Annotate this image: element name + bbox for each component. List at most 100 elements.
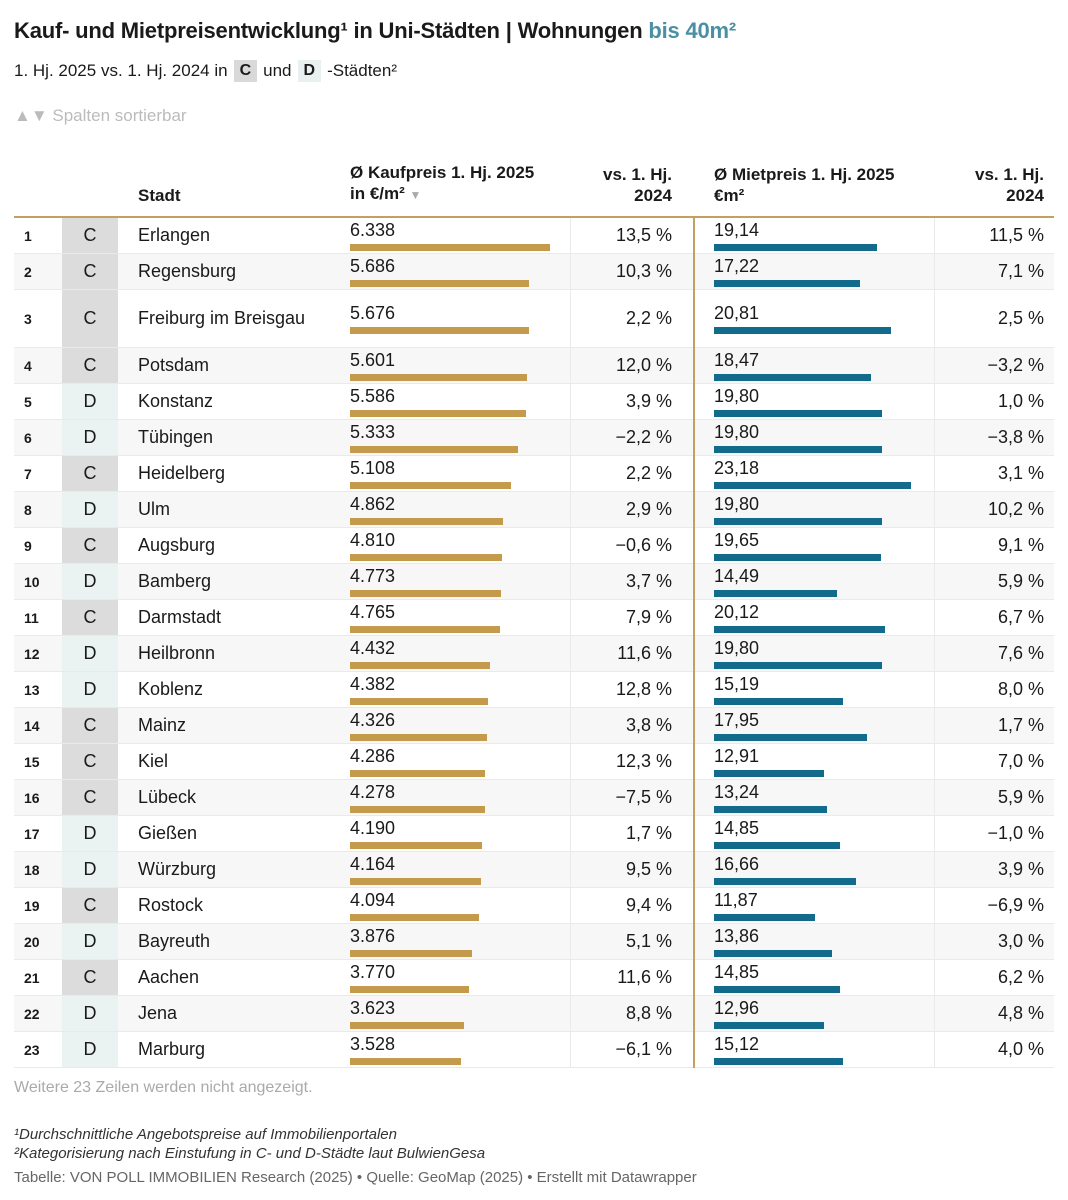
miet-change-cell: 3,1 % bbox=[934, 456, 1044, 491]
miet-change-cell: 3,9 % bbox=[934, 852, 1044, 887]
footnote-2: ²Kategorisierung nach Einstufung in C- u… bbox=[14, 1145, 486, 1162]
kaufpreis-cell: 3.528 bbox=[350, 1032, 570, 1067]
mietpreis-value: 19,14 bbox=[714, 220, 760, 240]
mietpreis-bar bbox=[714, 410, 883, 417]
miet-change-cell: 1,0 % bbox=[934, 384, 1044, 419]
city-cell: Marburg bbox=[138, 1039, 206, 1059]
miet-change-cell: 10,2 % bbox=[934, 492, 1044, 527]
city-cell: Aachen bbox=[138, 967, 200, 987]
category-cell: D bbox=[62, 1032, 118, 1067]
chart-title: Kauf- und Mietpreisentwicklung¹ in Uni-S… bbox=[14, 18, 736, 44]
city-cell: Kiel bbox=[138, 751, 169, 771]
mietpreis-cell: 17,95 bbox=[714, 708, 934, 743]
kauf-change-cell: 3,9 % bbox=[570, 384, 672, 419]
column-header-mietpreis[interactable]: Ø Mietpreis 1. Hj. 2025 €m² bbox=[714, 164, 894, 206]
category-cell: D bbox=[62, 384, 118, 419]
kaufpreis-value: 5.586 bbox=[350, 386, 396, 406]
column-header-city[interactable]: Stadt bbox=[138, 185, 181, 206]
column-header-mietpreis-line2: €m² bbox=[714, 186, 745, 205]
rank-cell: 13 bbox=[24, 681, 40, 698]
column-header-kauf-change[interactable]: vs. 1. Hj. 2024 bbox=[570, 164, 672, 206]
mietpreis-value: 19,80 bbox=[714, 638, 760, 658]
subtitle-suffix: -Städten² bbox=[327, 61, 397, 80]
city-cell: Freiburg im Breisgau bbox=[138, 308, 306, 328]
mietpreis-bar bbox=[714, 590, 838, 597]
kaufpreis-cell: 4.326 bbox=[350, 708, 570, 743]
mietpreis-cell: 16,66 bbox=[714, 852, 934, 887]
city-cell: Potsdam bbox=[138, 355, 210, 375]
table-row: 6 D Tübingen 5.333 −2,2 % 19,80 −3,8 % bbox=[14, 420, 1054, 456]
miet-change-cell: 5,9 % bbox=[934, 780, 1044, 815]
rank-cell: 15 bbox=[24, 753, 40, 770]
table-row: 20 D Bayreuth 3.876 5,1 % 13,86 3,0 % bbox=[14, 924, 1054, 960]
mietpreis-bar bbox=[714, 698, 844, 705]
title-main: Kauf- und Mietpreisentwicklung¹ in Uni-S… bbox=[14, 18, 649, 43]
kaufpreis-value: 4.382 bbox=[350, 674, 396, 694]
column-header-kaufpreis[interactable]: Ø Kaufpreis 1. Hj. 2025 in €/m² ▼ bbox=[350, 162, 534, 206]
kaufpreis-bar bbox=[350, 327, 530, 334]
table-row: 7 C Heidelberg 5.108 2,2 % 23,18 3,1 % bbox=[14, 456, 1054, 492]
footnote-1: ¹Durchschnittliche Angebotspreise auf Im… bbox=[14, 1126, 397, 1143]
kaufpreis-value: 5.601 bbox=[350, 350, 396, 370]
kaufpreis-cell: 4.286 bbox=[350, 744, 570, 779]
city-cell: Erlangen bbox=[138, 225, 211, 245]
kaufpreis-bar bbox=[350, 734, 487, 741]
mietpreis-value: 14,85 bbox=[714, 818, 760, 838]
mietpreis-bar bbox=[714, 770, 824, 777]
miet-change-cell: 7,6 % bbox=[934, 636, 1044, 671]
mietpreis-cell: 19,80 bbox=[714, 420, 934, 455]
mietpreis-cell: 14,85 bbox=[714, 960, 934, 995]
kaufpreis-cell: 4.765 bbox=[350, 600, 570, 635]
kauf-change-cell: −0,6 % bbox=[570, 528, 672, 563]
mietpreis-value: 17,95 bbox=[714, 710, 760, 730]
city-cell: Darmstadt bbox=[138, 607, 222, 627]
kaufpreis-value: 5.333 bbox=[350, 422, 396, 442]
rank-cell: 11 bbox=[24, 609, 39, 626]
category-cell: C bbox=[62, 218, 118, 253]
kauf-change-cell: 8,8 % bbox=[570, 996, 672, 1031]
city-cell: Heilbronn bbox=[138, 643, 216, 663]
kaufpreis-bar bbox=[350, 878, 482, 885]
kaufpreis-cell: 5.333 bbox=[350, 420, 570, 455]
kaufpreis-bar bbox=[350, 374, 527, 381]
kaufpreis-bar bbox=[350, 446, 519, 453]
category-cell: C bbox=[62, 600, 118, 635]
table-row: 14 C Mainz 4.326 3,8 % 17,95 1,7 % bbox=[14, 708, 1054, 744]
kaufpreis-value: 4.286 bbox=[350, 746, 396, 766]
kauf-change-cell: 12,0 % bbox=[570, 348, 672, 383]
rank-cell: 18 bbox=[24, 861, 40, 878]
kaufpreis-cell: 4.382 bbox=[350, 672, 570, 707]
column-header-kaufpreis-line1: Ø Kaufpreis 1. Hj. 2025 bbox=[350, 163, 535, 182]
category-cell: D bbox=[62, 996, 118, 1031]
kauf-change-cell: 13,5 % bbox=[570, 218, 672, 253]
category-cell: C bbox=[62, 888, 118, 923]
rank-cell: 5 bbox=[24, 393, 32, 410]
table-body: 1 C Erlangen 6.338 13,5 % 19,14 11,5 % 2 C Regens… bbox=[14, 218, 1054, 1068]
kaufpreis-value: 4.765 bbox=[350, 602, 396, 622]
mietpreis-cell: 11,87 bbox=[714, 888, 934, 923]
kaufpreis-bar bbox=[350, 806, 485, 813]
rank-cell: 12 bbox=[24, 645, 40, 662]
column-header-miet-change-line2: 2024 bbox=[1006, 186, 1044, 205]
rank-cell: 22 bbox=[24, 1005, 40, 1022]
miet-change-cell: 2,5 % bbox=[934, 290, 1044, 347]
mietpreis-bar bbox=[714, 734, 867, 741]
column-divider bbox=[693, 218, 695, 1068]
rank-cell: 14 bbox=[24, 717, 40, 734]
mietpreis-bar bbox=[714, 914, 815, 921]
rank-cell: 4 bbox=[24, 357, 32, 374]
column-header-miet-change[interactable]: vs. 1. Hj. 2024 bbox=[934, 164, 1044, 206]
category-cell: D bbox=[62, 492, 118, 527]
kaufpreis-bar bbox=[350, 842, 483, 849]
kaufpreis-value: 3.623 bbox=[350, 998, 396, 1018]
miet-change-cell: 11,5 % bbox=[934, 218, 1044, 253]
miet-change-cell: −3,2 % bbox=[934, 348, 1044, 383]
kauf-change-cell: 2,9 % bbox=[570, 492, 672, 527]
mietpreis-cell: 19,80 bbox=[714, 636, 934, 671]
source-line: Tabelle: VON POLL IMMOBILIEN Research (2… bbox=[14, 1169, 697, 1186]
kaufpreis-cell: 6.338 bbox=[350, 218, 570, 253]
table-row: 3 C Freiburg im Breisgau 5.676 2,2 % 20,81 2,5… bbox=[14, 290, 1054, 348]
mietpreis-value: 20,81 bbox=[714, 303, 760, 323]
kaufpreis-bar bbox=[350, 590, 501, 597]
kaufpreis-cell: 4.164 bbox=[350, 852, 570, 887]
